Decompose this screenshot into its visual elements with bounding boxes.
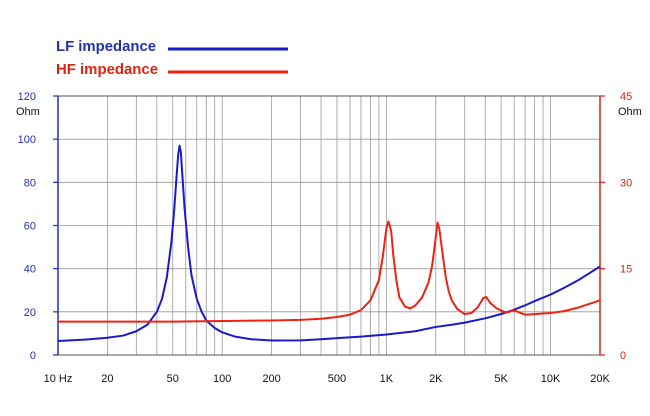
x-tick-label: 500 <box>328 373 346 385</box>
x-axis-ticks: 10 Hz 20 50 100 200 500 1K 2K 5K 10K 20K <box>44 373 611 385</box>
legend-label-lf: LF impedance <box>56 38 156 55</box>
right-tick-label: 45 <box>620 91 632 103</box>
x-tick-label: 10K <box>541 373 561 385</box>
left-axis-ticks: 0 20 40 60 80 100 120 <box>18 91 58 362</box>
right-tick-label: 0 <box>620 350 626 362</box>
grid <box>58 96 600 355</box>
x-tick-label: 20K <box>590 373 610 385</box>
series-lines <box>57 144 601 342</box>
x-tick-label: 200 <box>262 373 280 385</box>
right-axis-unit: Ohm <box>618 106 642 118</box>
series-line-hf <box>58 220 601 323</box>
x-tick-label: 100 <box>213 373 231 385</box>
left-tick-label: 40 <box>24 264 36 276</box>
right-tick-label: 15 <box>620 264 632 276</box>
legend: LF impedance HF impedance <box>56 38 288 78</box>
left-tick-label: 60 <box>24 221 36 233</box>
left-tick-label: 80 <box>24 177 36 189</box>
right-axis-ticks: 0 15 30 45 <box>600 91 632 362</box>
x-tick-label: 5K <box>494 373 508 385</box>
x-tick-label: 10 Hz <box>44 373 73 385</box>
right-tick-label: 30 <box>620 177 632 189</box>
left-axis-unit: Ohm <box>16 106 40 118</box>
left-tick-label: 0 <box>30 350 36 362</box>
x-tick-label: 20 <box>101 373 113 385</box>
left-tick-label: 120 <box>18 91 36 103</box>
left-tick-label: 20 <box>24 307 36 319</box>
series-line-lf <box>57 144 601 342</box>
x-tick-label: 1K <box>380 373 394 385</box>
x-tick-label: 2K <box>429 373 443 385</box>
left-tick-label: 100 <box>18 134 36 146</box>
x-tick-label: 50 <box>167 373 179 385</box>
legend-label-hf: HF impedance <box>56 61 158 78</box>
